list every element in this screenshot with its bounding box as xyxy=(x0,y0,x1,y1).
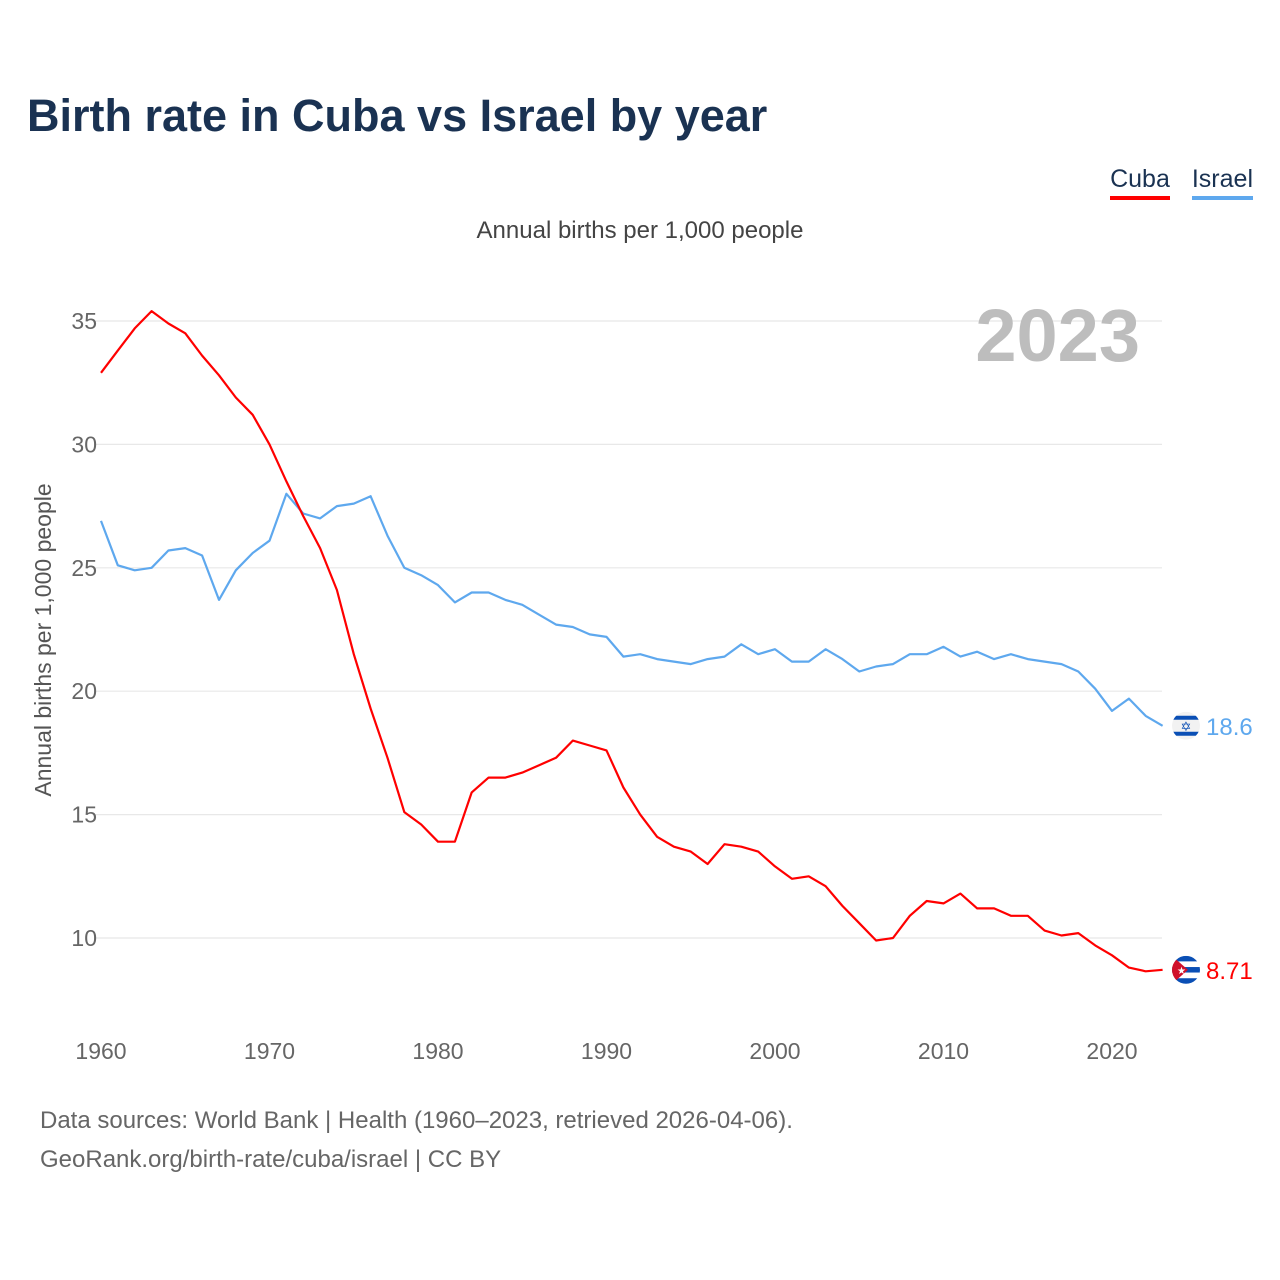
y-tick-label: 15 xyxy=(71,802,97,828)
flag-triangle xyxy=(1172,955,1188,984)
x-tick-label: 1970 xyxy=(244,1038,295,1064)
y-tick-label: 30 xyxy=(71,431,97,457)
legend-item-israel[interactable]: Israel xyxy=(1191,165,1253,200)
flag-body: ✡ xyxy=(1172,711,1200,740)
flag-stripe xyxy=(1172,955,1200,962)
x-tick-label: 2000 xyxy=(749,1038,800,1064)
flag-stripe xyxy=(1172,978,1200,984)
chart-subtitle: Annual births per 1,000 people xyxy=(476,217,804,244)
flag-stripe xyxy=(1172,731,1200,736)
chart-title: Birth rate in Cuba vs Israel by year xyxy=(27,90,768,141)
flag-star: ✡ xyxy=(1181,719,1192,734)
flag-stripe xyxy=(1172,715,1200,720)
x-tick-label: 2010 xyxy=(918,1038,969,1064)
y-tick-label: 35 xyxy=(71,308,97,334)
footer-credit[interactable]: GeoRank.org/birth-rate/cuba/israel | CC … xyxy=(40,1146,502,1173)
x-tick-label: 1990 xyxy=(581,1038,632,1064)
footer-sources: Data sources: World Bank | Health (1960–… xyxy=(40,1107,793,1134)
series-line-israel xyxy=(99,492,1164,727)
y-axis-label: Annual births per 1,000 people xyxy=(30,483,56,796)
israel-flag-icon: ✡ xyxy=(1172,711,1200,740)
legend-item-cuba[interactable]: Cuba xyxy=(1110,165,1170,200)
flag-stripe xyxy=(1172,972,1200,979)
flag-body: ★ xyxy=(1172,955,1200,984)
cuba-flag-icon: ★ xyxy=(1172,955,1200,984)
year-watermark: 2023 xyxy=(975,294,1140,377)
y-tick-label: 20 xyxy=(71,678,97,704)
end-value-label-israel: 18.6 xyxy=(1206,714,1253,741)
series-line-cuba xyxy=(100,310,1163,973)
y-tick-label: 25 xyxy=(71,555,97,581)
end-value-label-cuba: 8.71 xyxy=(1206,958,1253,985)
flag-star: ★ xyxy=(1177,966,1186,977)
x-tick-label: 2020 xyxy=(1086,1038,1137,1064)
x-tick-label: 1960 xyxy=(75,1038,126,1064)
x-tick-label: 1980 xyxy=(412,1038,463,1064)
y-tick-label: 10 xyxy=(71,925,97,951)
flag-stripe xyxy=(1172,961,1200,968)
legend: Cuba Israel xyxy=(1110,165,1253,200)
